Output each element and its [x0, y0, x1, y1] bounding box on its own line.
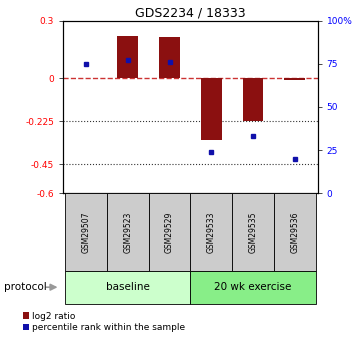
Bar [284, 78, 305, 80]
Text: baseline: baseline [106, 282, 150, 292]
Legend: log2 ratio, percentile rank within the sample: log2 ratio, percentile rank within the s… [23, 312, 186, 332]
Text: GSM29507: GSM29507 [82, 211, 91, 253]
Text: GSM29533: GSM29533 [207, 211, 216, 253]
Bar [65, 193, 107, 271]
Bar [232, 193, 274, 271]
Text: GSM29529: GSM29529 [165, 211, 174, 253]
Title: GDS2234 / 18333: GDS2234 / 18333 [135, 7, 246, 20]
Text: GSM29523: GSM29523 [123, 211, 132, 253]
Text: 20 wk exercise: 20 wk exercise [214, 282, 292, 292]
Bar [274, 193, 316, 271]
Text: protocol: protocol [4, 282, 46, 292]
Text: GSM29535: GSM29535 [248, 211, 257, 253]
Text: GSM29536: GSM29536 [290, 211, 299, 253]
Bar [191, 193, 232, 271]
Bar [149, 193, 191, 271]
Bar [117, 36, 138, 78]
Bar [243, 78, 264, 121]
Bar [191, 271, 316, 304]
Bar [201, 78, 222, 139]
Bar [65, 271, 191, 304]
Bar [107, 193, 149, 271]
Bar [159, 37, 180, 78]
